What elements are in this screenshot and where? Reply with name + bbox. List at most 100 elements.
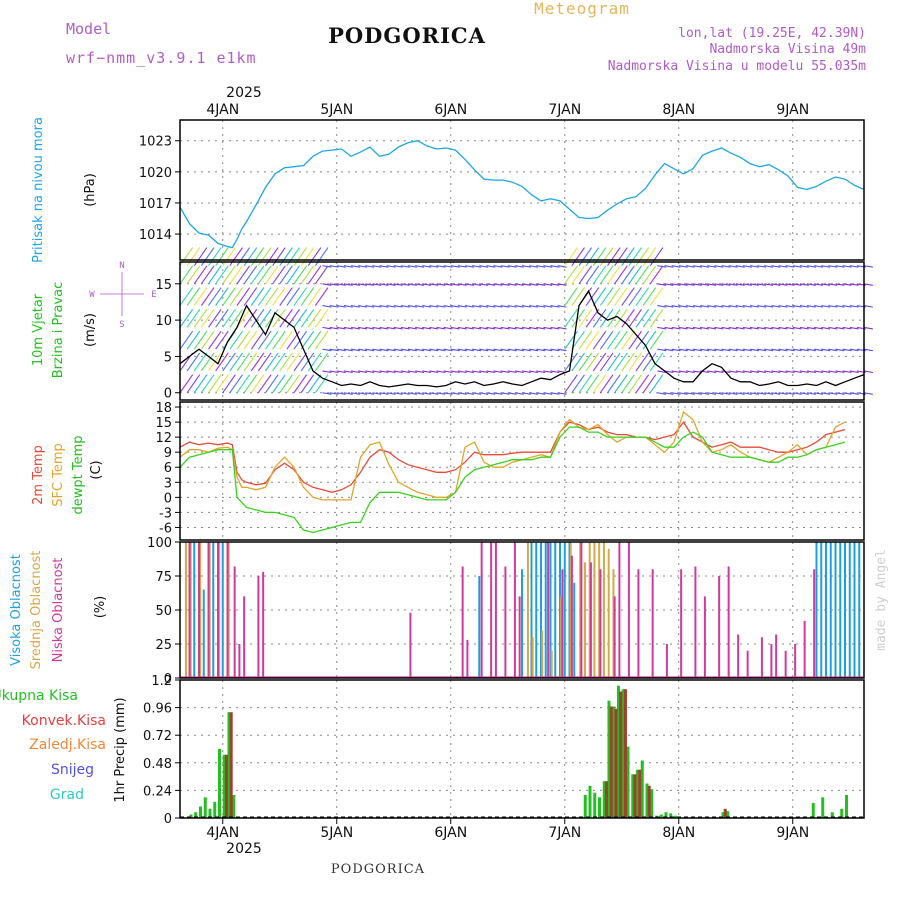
wind-barb: [778, 326, 788, 330]
wind-barb: [543, 392, 553, 395]
wind-barb: [279, 247, 293, 266]
wind-barb: [200, 247, 215, 266]
wind-barb: [792, 305, 802, 308]
wind-barb: [728, 305, 738, 308]
precip-bar: [674, 815, 677, 818]
wind-barb: [635, 352, 650, 372]
wind-barb: [407, 392, 417, 395]
wind-barb: [372, 305, 382, 308]
wind-barb: [393, 370, 403, 374]
day-label-bottom: 6JAN: [434, 825, 467, 841]
precip-bar: [721, 812, 725, 818]
wind-barb: [842, 326, 852, 330]
wind-barb: [707, 326, 717, 330]
wind-barb: [849, 283, 859, 286]
wind-barb: [721, 265, 731, 268]
wind-barb: [521, 283, 531, 286]
wind-barb: [365, 305, 375, 308]
wind-barb: [550, 265, 560, 268]
wind-barb: [486, 265, 496, 268]
wind-barb: [621, 247, 635, 266]
wind-barb: [243, 309, 258, 328]
wind-barb: [592, 374, 607, 394]
wind-barb: [265, 374, 279, 394]
wind-barb: [649, 265, 664, 285]
wind-barb: [507, 326, 517, 330]
wind-title: 10m Vjetar: [31, 293, 46, 366]
wind-barb: [486, 392, 496, 395]
wind-barb: [372, 348, 382, 352]
wind-barb: [229, 309, 243, 328]
precip-bar: [224, 754, 228, 818]
wind-barb: [714, 392, 724, 395]
wind-barb: [279, 309, 293, 328]
model-label: Model: [66, 20, 111, 38]
wind-barb: [358, 348, 368, 352]
wind-barb: [835, 283, 845, 286]
wind-barb: [621, 330, 635, 350]
panel-frame: [179, 679, 865, 819]
wind-barb: [821, 392, 831, 395]
wind-barb: [806, 305, 816, 308]
precip-bar: [208, 808, 212, 818]
wind-barb: [735, 326, 745, 330]
precip-label-snow: Snijeg: [51, 762, 94, 778]
wind-barb: [379, 326, 389, 330]
wind-barb: [757, 348, 767, 352]
wind-barb: [300, 374, 315, 394]
wind-barb: [193, 265, 208, 285]
wind-barb: [322, 370, 332, 374]
wind-barb: [543, 283, 553, 286]
wind-barb: [700, 326, 710, 330]
precip-bar: [640, 760, 644, 818]
wind-barb: [307, 265, 322, 285]
wind-barb: [614, 287, 628, 306]
wind-barb: [735, 370, 745, 374]
wind-barb: [592, 287, 607, 306]
wind-barb: [257, 287, 272, 306]
wind-barb: [265, 309, 279, 328]
wind-barb: [728, 370, 738, 374]
wind-barb: [365, 392, 375, 395]
wind-barb: [179, 247, 194, 266]
wind-barb: [393, 326, 403, 330]
wind-barb: [700, 305, 710, 308]
wind-barb: [635, 247, 650, 266]
wind-barb: [257, 265, 272, 285]
wind-barb: [557, 348, 567, 352]
wind-barb: [436, 392, 446, 395]
wind-barb: [657, 326, 667, 330]
wind-unit: (m/s): [83, 313, 98, 347]
wind-barb: [671, 348, 681, 352]
wind-barb: [372, 283, 382, 286]
panel-frame: [179, 119, 865, 261]
wind-barb: [585, 247, 600, 266]
wind-barb: [849, 305, 859, 308]
wind-barb: [222, 352, 236, 372]
wind-barb: [685, 283, 695, 286]
wind-barb: [243, 247, 258, 266]
wind-barb: [700, 283, 710, 286]
wind-barb: [578, 330, 593, 350]
wind-barb: [707, 305, 717, 308]
wind-barb: [749, 348, 759, 352]
wind-barb: [692, 348, 702, 352]
wind-barb: [649, 352, 664, 372]
wind-barb: [329, 370, 339, 374]
wind-barb: [771, 265, 781, 268]
wind-barb: [642, 247, 657, 266]
wind-barb: [186, 309, 201, 328]
cloud-label-high: Visoka Oblacnost: [9, 554, 24, 666]
wind-barb: [443, 370, 453, 374]
station-title: PODGORICA: [328, 23, 486, 48]
wind-barb: [635, 374, 650, 394]
wind-barb: [193, 309, 208, 328]
wind-barb: [257, 247, 272, 266]
wind-barb: [415, 265, 425, 268]
wind-barb: [529, 392, 539, 395]
precip-label-freezing: Zaledj.Kisa: [29, 737, 106, 753]
wind-barb: [749, 265, 759, 268]
wind-barb: [372, 265, 382, 268]
